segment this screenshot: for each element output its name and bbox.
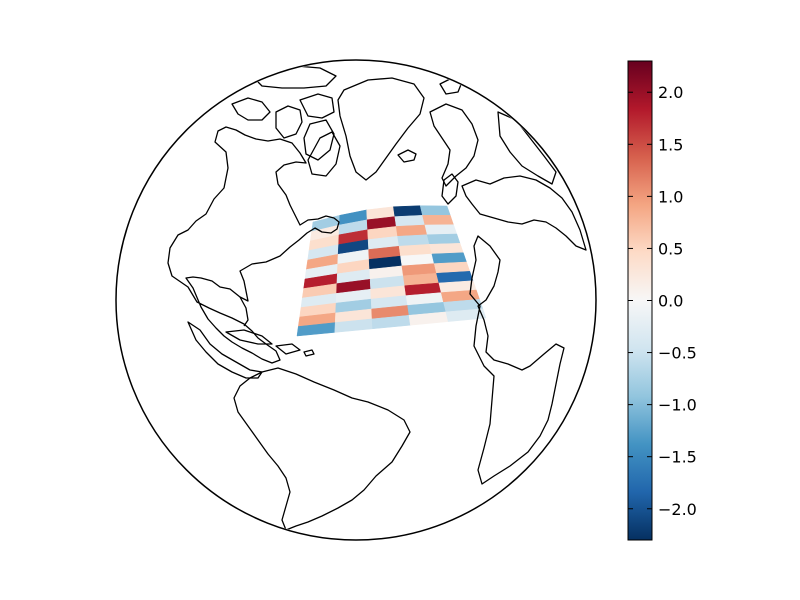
colorbar-ticks: 2.0 1.5 1.0 0.5 0.0 −0.5 −1.0 −1.5 −2.0 [628, 83, 697, 519]
coast-arctic-islands-4 [303, 119, 335, 161]
colorbar-tick-label: −0.5 [658, 344, 697, 363]
coast-greenland [337, 77, 425, 181]
mesh-cell [429, 243, 464, 255]
coast-africa [469, 235, 565, 485]
coast-puerto-rico [303, 349, 315, 357]
colorbar-tick-label: 0.5 [658, 239, 683, 258]
coast-central-america [187, 321, 263, 379]
mesh-cell [419, 205, 451, 216]
coast-baffin [307, 131, 341, 177]
coast-russia-north [497, 111, 557, 185]
colorbar-tick-label: 0.0 [658, 292, 683, 311]
colorbar-tick-label: 1.5 [658, 135, 683, 154]
colorbar-tick-label: −1.5 [658, 448, 697, 467]
coast-arctic-islands-2 [275, 105, 303, 139]
mesh-cell [393, 205, 423, 217]
mesh-cell [395, 224, 428, 237]
mesh-cell [426, 233, 461, 245]
coast-british-isles [441, 173, 459, 205]
colorbar-tick-label: −2.0 [658, 500, 697, 519]
coast-north-america [167, 126, 340, 364]
colorbar-tick-label: 1.0 [658, 187, 683, 206]
coast-iceland [397, 149, 417, 163]
mesh-cell [445, 308, 487, 322]
mesh-cell [424, 224, 458, 235]
coast-south-america [233, 367, 411, 531]
coast-cuba [225, 329, 273, 345]
colorbar-tick-label: −1.0 [658, 396, 697, 415]
data-mesh [296, 205, 487, 337]
colorbar-tick-label: 2.0 [658, 83, 683, 102]
coast-arctic-islands-1 [231, 97, 271, 121]
coast-florida [239, 296, 249, 327]
mesh-cell [431, 252, 467, 264]
colorbar: 2.0 1.5 1.0 0.5 0.0 −0.5 −1.0 −1.5 −2.0 [627, 60, 697, 541]
coast-arctic-islands-3 [299, 93, 335, 119]
coast-europe [461, 175, 587, 251]
mesh-cell [394, 215, 426, 227]
coast-hispaniola [275, 343, 301, 355]
mesh-cell [422, 215, 454, 226]
coast-scandinavia [429, 103, 479, 187]
